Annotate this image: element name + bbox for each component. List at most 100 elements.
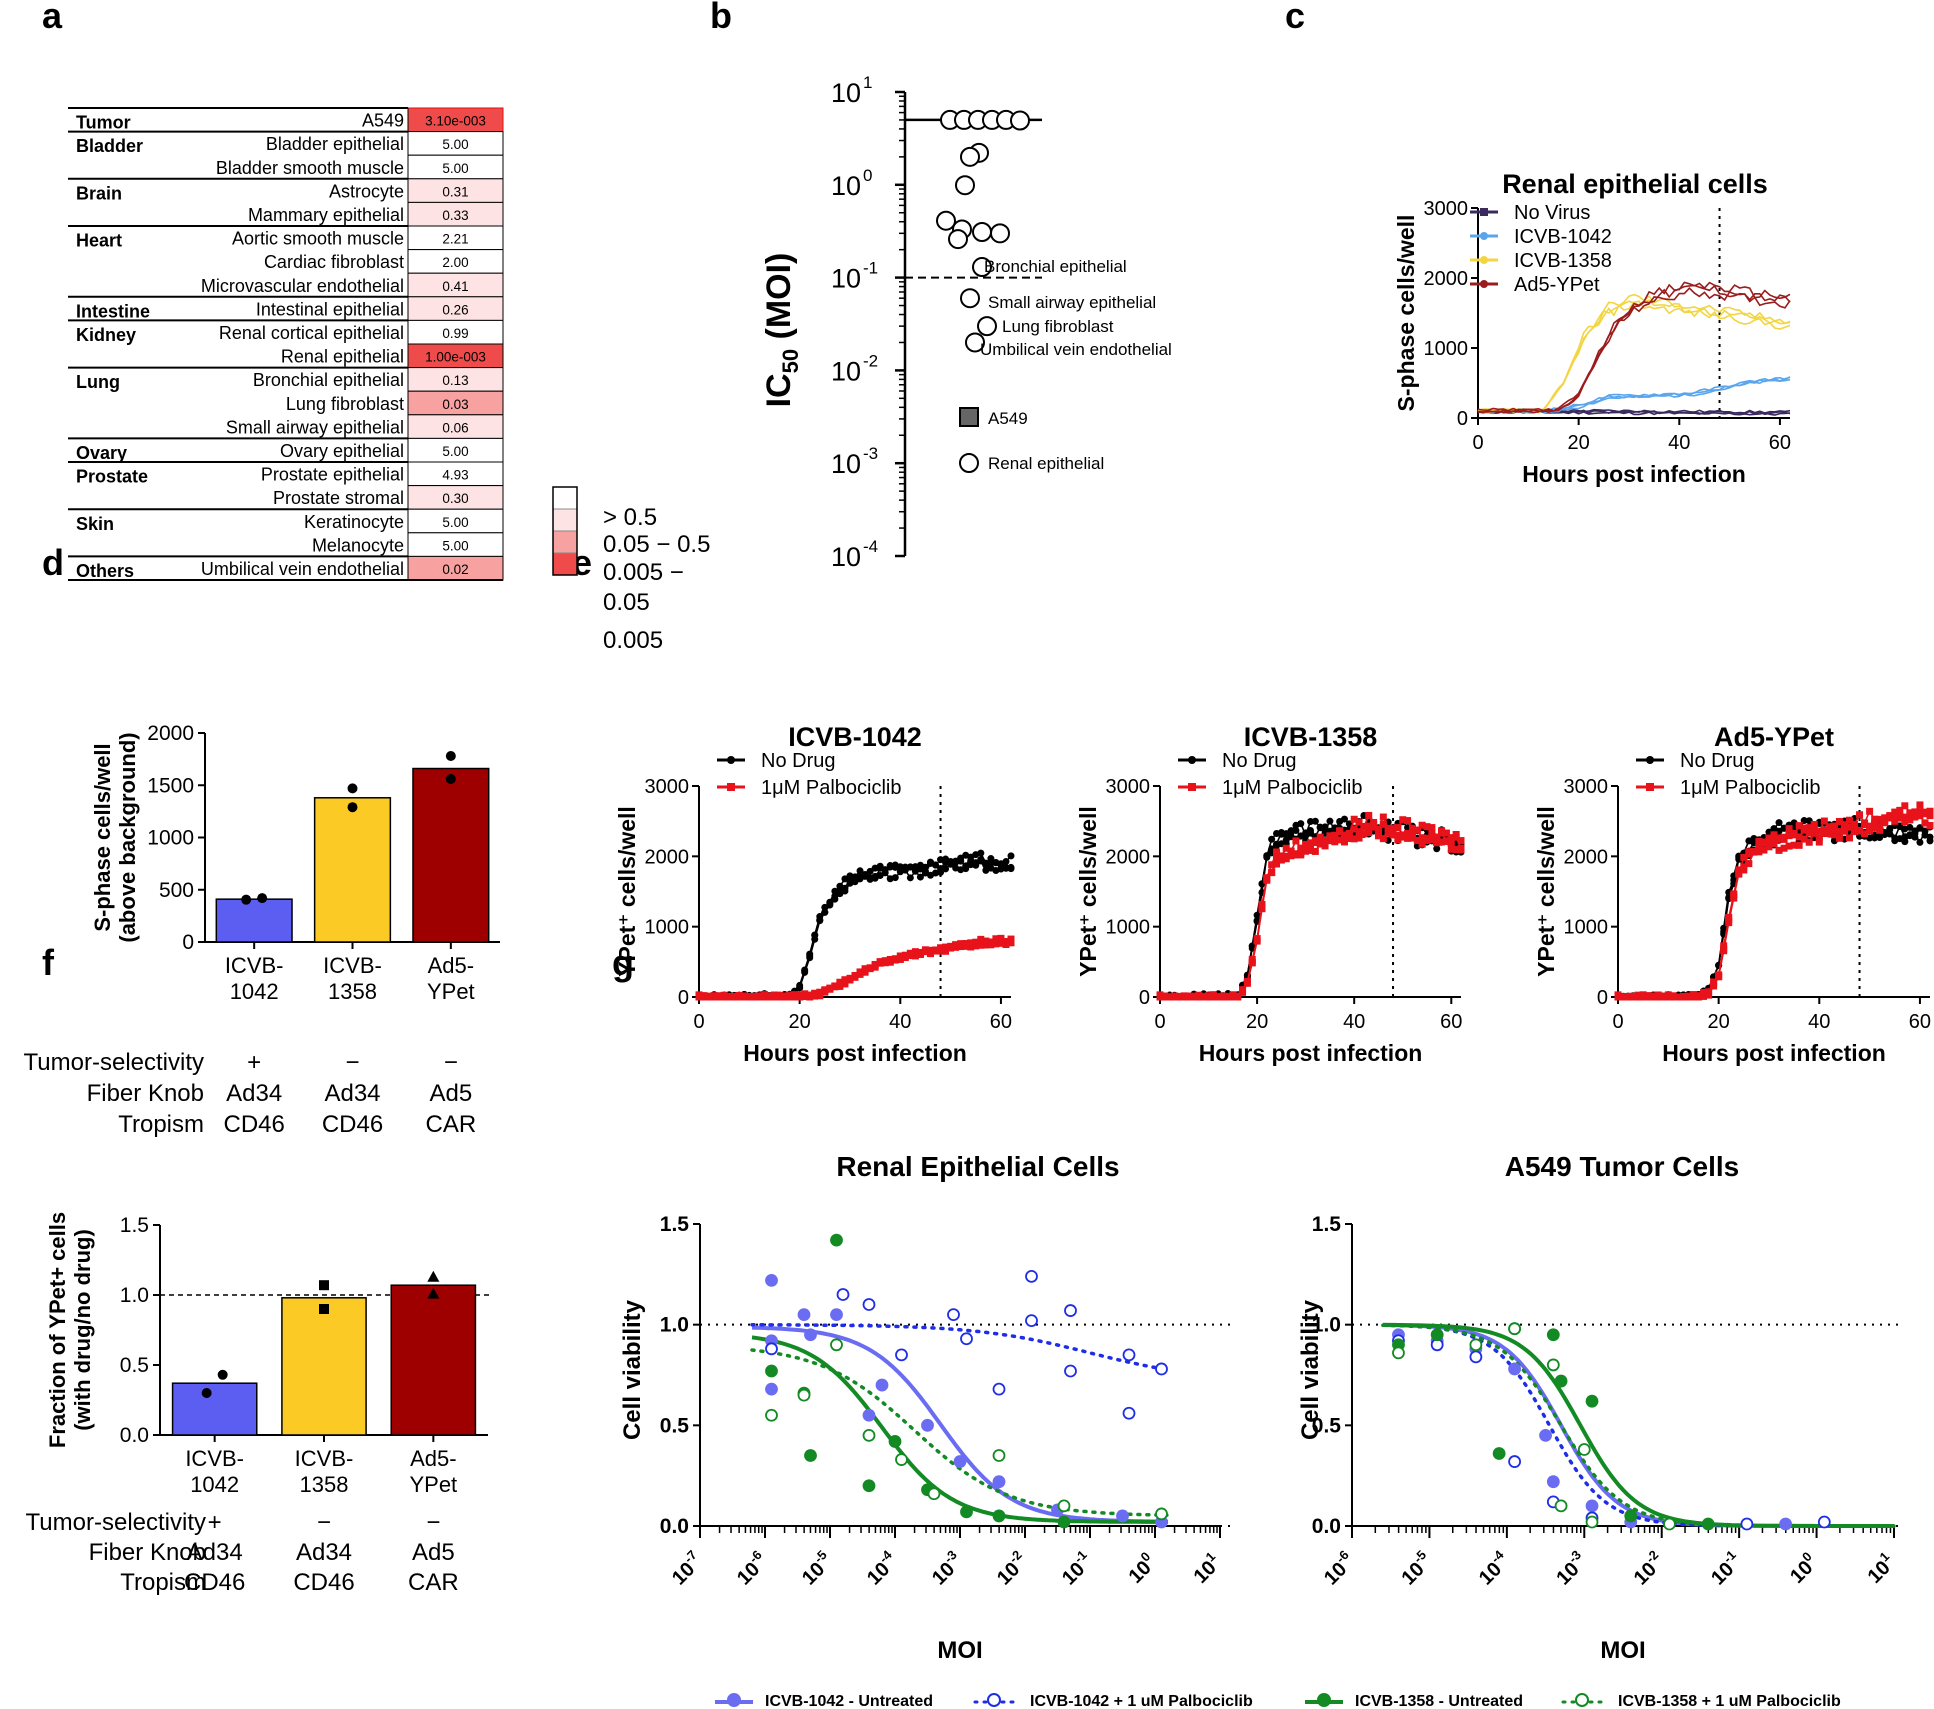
series-marker	[1815, 838, 1823, 846]
x-tick-label: 10-1	[1704, 1547, 1746, 1589]
series-marker	[806, 950, 814, 958]
series-marker	[1292, 850, 1300, 858]
legend-marker	[727, 783, 735, 791]
table-organ: Kidney	[76, 325, 136, 345]
series-marker	[1326, 832, 1334, 840]
data-point	[888, 1435, 902, 1448]
series-marker	[836, 978, 844, 986]
series-marker	[1321, 842, 1329, 850]
x-tick-label: 60	[1909, 1011, 1931, 1033]
table-cell-name: Prostate stromal	[273, 488, 404, 508]
legend-marker	[1646, 756, 1654, 764]
x-tick-label: YPet	[409, 1472, 457, 1497]
series-marker	[932, 861, 940, 869]
series-marker	[1845, 823, 1853, 831]
series-marker	[801, 990, 809, 998]
y-tick-label: 1.5	[1312, 1213, 1342, 1236]
x-tick-label: 10-2	[1627, 1547, 1669, 1589]
series-marker	[1282, 852, 1290, 860]
table-cell-name: Intestinal epithelial	[256, 299, 404, 319]
data-point	[1116, 1509, 1129, 1523]
y-tick-label: 1000	[1424, 338, 1469, 360]
chart-title: Ad5-YPet	[1714, 722, 1834, 752]
series-marker	[1845, 816, 1853, 824]
series-marker	[942, 943, 950, 951]
series-marker	[906, 863, 914, 871]
series-marker	[725, 992, 733, 1000]
series-marker	[1224, 993, 1232, 1001]
x-tick-label: 1042	[190, 1472, 239, 1497]
series-marker	[796, 991, 804, 999]
panel-label-d: d	[42, 542, 64, 583]
series-marker	[1418, 834, 1426, 842]
data-point	[347, 802, 358, 813]
table-value: 0.33	[442, 208, 468, 223]
series-marker	[791, 991, 799, 999]
series-marker	[831, 983, 839, 991]
data-point	[992, 1382, 1006, 1396]
series-marker	[1423, 834, 1431, 842]
data-point	[836, 1288, 850, 1301]
data-point	[992, 1475, 1006, 1489]
series-marker	[1664, 991, 1672, 999]
chart-title: Renal Epithelial Cells	[836, 1151, 1119, 1182]
data-point	[972, 222, 992, 243]
series-marker	[1447, 834, 1455, 842]
chart-title: Renal epithelial cells	[1502, 169, 1768, 199]
series-marker	[1775, 834, 1783, 842]
row-value: Ad34	[226, 1080, 282, 1107]
data-point	[1064, 1364, 1077, 1378]
x-tick-label: 60	[1769, 432, 1791, 454]
table-cell-name: Prostate epithelial	[261, 465, 404, 485]
table-value: 5.00	[442, 137, 468, 152]
series-marker	[816, 913, 824, 921]
series-marker	[1679, 992, 1687, 1000]
series-marker	[1916, 801, 1924, 809]
x-tick-label: 10-6	[730, 1547, 772, 1589]
data-point	[862, 1408, 876, 1422]
data-point	[1546, 1328, 1560, 1342]
series-marker	[1389, 825, 1397, 833]
series-marker	[921, 946, 929, 954]
series-marker	[695, 991, 703, 999]
table-value: 0.02	[442, 562, 468, 577]
panel-label-f: f	[42, 942, 55, 983]
series-line	[698, 941, 1012, 998]
y-tick-label: 500	[159, 879, 194, 902]
data-point	[862, 1298, 876, 1311]
table-cell-name: Melanocyte	[312, 535, 404, 555]
series-marker	[947, 944, 955, 952]
y-tick-label: 2000	[147, 722, 194, 745]
series-marker	[826, 985, 834, 993]
y-axis-title: (with drug/no drug)	[70, 1229, 95, 1431]
row-value: Ad5	[412, 1539, 455, 1566]
table-cell-name: Cardiac fibroblast	[264, 252, 404, 272]
data-point	[1155, 1362, 1168, 1376]
y-tick-label: 3000	[645, 776, 690, 798]
legend-label: No Virus	[1514, 202, 1590, 224]
data-point	[1430, 1328, 1444, 1342]
data-point	[862, 1429, 876, 1442]
series-marker	[1200, 993, 1208, 1001]
table-organ: Heart	[76, 231, 122, 251]
data-point	[1554, 1374, 1568, 1388]
x-tick-label: Ad5-	[410, 1446, 456, 1471]
series-marker	[967, 939, 975, 947]
x-tick-label: 0	[1612, 1011, 1623, 1033]
series-marker	[1720, 942, 1728, 950]
series-marker	[891, 955, 899, 963]
data-point	[804, 1449, 817, 1462]
table-organ: Bladder	[76, 136, 143, 156]
series-marker	[1340, 815, 1348, 823]
series-marker	[1785, 832, 1793, 840]
series-marker	[1175, 993, 1183, 1001]
panel-e-chart-1: 0 1000 2000 3000 0 20 40 60 Hours post infection…	[614, 722, 1015, 1066]
series-marker	[1302, 847, 1310, 855]
series-marker	[1705, 988, 1713, 996]
bar	[215, 898, 293, 943]
series-marker	[1428, 824, 1436, 832]
series-marker	[1684, 992, 1692, 1000]
series-marker	[1770, 831, 1778, 839]
x-tick-label: 20	[1246, 1011, 1268, 1033]
x-tick-label: 10-2	[990, 1547, 1032, 1589]
